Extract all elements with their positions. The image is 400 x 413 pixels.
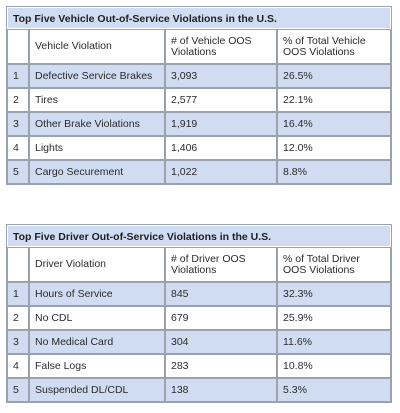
violation-cell: No Medical Card (29, 330, 165, 354)
table-row: 1 Hours of Service 845 32.3% (7, 282, 391, 306)
rank-cell: 2 (7, 306, 29, 330)
driver-table-title: Top Five Driver Out-of-Service Violation… (7, 225, 391, 247)
violation-cell: False Logs (29, 354, 165, 378)
rank-cell: 3 (7, 112, 29, 136)
count-cell: 1,022 (165, 160, 277, 184)
percent-cell: 32.3% (277, 282, 391, 306)
driver-table-grid: Driver Violation # of Driver OOS Violati… (7, 247, 391, 402)
violation-cell: Cargo Securement (29, 160, 165, 184)
violation-cell: Other Brake Violations (29, 112, 165, 136)
percent-cell: 25.9% (277, 306, 391, 330)
rank-cell: 5 (7, 378, 29, 402)
header-percent: % of Total Driver OOS Violations (277, 247, 391, 282)
violation-cell: No CDL (29, 306, 165, 330)
table-row: 4 False Logs 283 10.8% (7, 354, 391, 378)
header-violation: Driver Violation (29, 247, 165, 282)
count-cell: 1,919 (165, 112, 277, 136)
percent-cell: 5.3% (277, 378, 391, 402)
vehicle-table-title: Top Five Vehicle Out-of-Service Violatio… (7, 7, 391, 29)
rank-cell: 3 (7, 330, 29, 354)
percent-cell: 22.1% (277, 88, 391, 112)
table-row: 5 Cargo Securement 1,022 8.8% (7, 160, 391, 184)
driver-violations-table: Top Five Driver Out-of-Service Violation… (6, 224, 392, 403)
table-row: 3 No Medical Card 304 11.6% (7, 330, 391, 354)
percent-cell: 12.0% (277, 136, 391, 160)
rank-cell: 4 (7, 136, 29, 160)
table-row: 5 Suspended DL/CDL 138 5.3% (7, 378, 391, 402)
count-cell: 679 (165, 306, 277, 330)
vehicle-violations-table: Top Five Vehicle Out-of-Service Violatio… (6, 6, 392, 185)
count-cell: 1,406 (165, 136, 277, 160)
percent-cell: 11.6% (277, 330, 391, 354)
violation-cell: Tires (29, 88, 165, 112)
header-count: # of Vehicle OOS Violations (165, 29, 277, 64)
count-cell: 304 (165, 330, 277, 354)
count-cell: 2,577 (165, 88, 277, 112)
count-cell: 845 (165, 282, 277, 306)
percent-cell: 26.5% (277, 64, 391, 88)
count-cell: 3,093 (165, 64, 277, 88)
header-violation: Vehicle Violation (29, 29, 165, 64)
count-cell: 138 (165, 378, 277, 402)
percent-cell: 10.8% (277, 354, 391, 378)
driver-table-header-row: Driver Violation # of Driver OOS Violati… (7, 247, 391, 282)
header-count: # of Driver OOS Violations (165, 247, 277, 282)
violation-cell: Hours of Service (29, 282, 165, 306)
header-rank (7, 247, 29, 282)
table-row: 2 Tires 2,577 22.1% (7, 88, 391, 112)
violation-cell: Lights (29, 136, 165, 160)
vehicle-table-grid: Vehicle Violation # of Vehicle OOS Viola… (7, 29, 391, 184)
violation-cell: Suspended DL/CDL (29, 378, 165, 402)
violation-cell: Defective Service Brakes (29, 64, 165, 88)
percent-cell: 16.4% (277, 112, 391, 136)
count-cell: 283 (165, 354, 277, 378)
rank-cell: 4 (7, 354, 29, 378)
percent-cell: 8.8% (277, 160, 391, 184)
table-row: 4 Lights 1,406 12.0% (7, 136, 391, 160)
table-row: 1 Defective Service Brakes 3,093 26.5% (7, 64, 391, 88)
rank-cell: 1 (7, 282, 29, 306)
rank-cell: 2 (7, 88, 29, 112)
header-rank (7, 29, 29, 64)
vehicle-table-header-row: Vehicle Violation # of Vehicle OOS Viola… (7, 29, 391, 64)
table-row: 2 No CDL 679 25.9% (7, 306, 391, 330)
table-row: 3 Other Brake Violations 1,919 16.4% (7, 112, 391, 136)
rank-cell: 1 (7, 64, 29, 88)
rank-cell: 5 (7, 160, 29, 184)
header-percent: % of Total Vehicle OOS Violations (277, 29, 391, 64)
